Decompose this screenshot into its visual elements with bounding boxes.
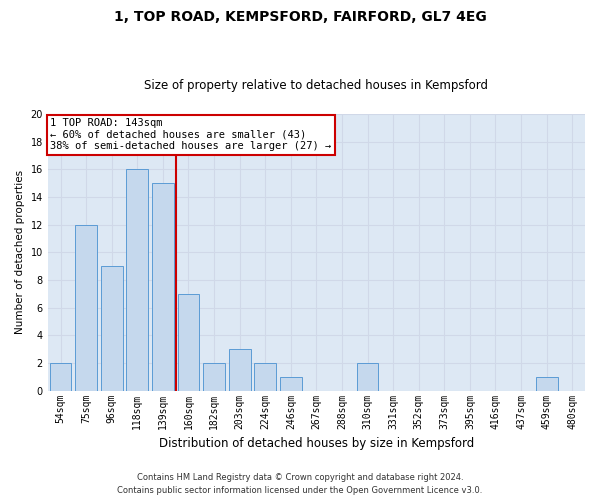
Bar: [203, 363, 225, 390]
Bar: [254, 363, 276, 390]
Bar: [229, 349, 251, 391]
X-axis label: Distribution of detached houses by size in Kempsford: Distribution of detached houses by size …: [159, 437, 474, 450]
Text: 1, TOP ROAD, KEMPSFORD, FAIRFORD, GL7 4EG: 1, TOP ROAD, KEMPSFORD, FAIRFORD, GL7 4E…: [113, 10, 487, 24]
Bar: [152, 183, 174, 390]
Y-axis label: Number of detached properties: Number of detached properties: [15, 170, 25, 334]
Bar: [50, 363, 71, 390]
Text: Contains HM Land Registry data © Crown copyright and database right 2024.
Contai: Contains HM Land Registry data © Crown c…: [118, 474, 482, 495]
Bar: [356, 363, 379, 390]
Title: Size of property relative to detached houses in Kempsford: Size of property relative to detached ho…: [145, 79, 488, 92]
Text: 1 TOP ROAD: 143sqm
← 60% of detached houses are smaller (43)
38% of semi-detache: 1 TOP ROAD: 143sqm ← 60% of detached hou…: [50, 118, 332, 152]
Bar: [280, 377, 302, 390]
Bar: [127, 170, 148, 390]
Bar: [536, 377, 557, 390]
Bar: [178, 294, 199, 390]
Bar: [75, 224, 97, 390]
Bar: [101, 266, 122, 390]
